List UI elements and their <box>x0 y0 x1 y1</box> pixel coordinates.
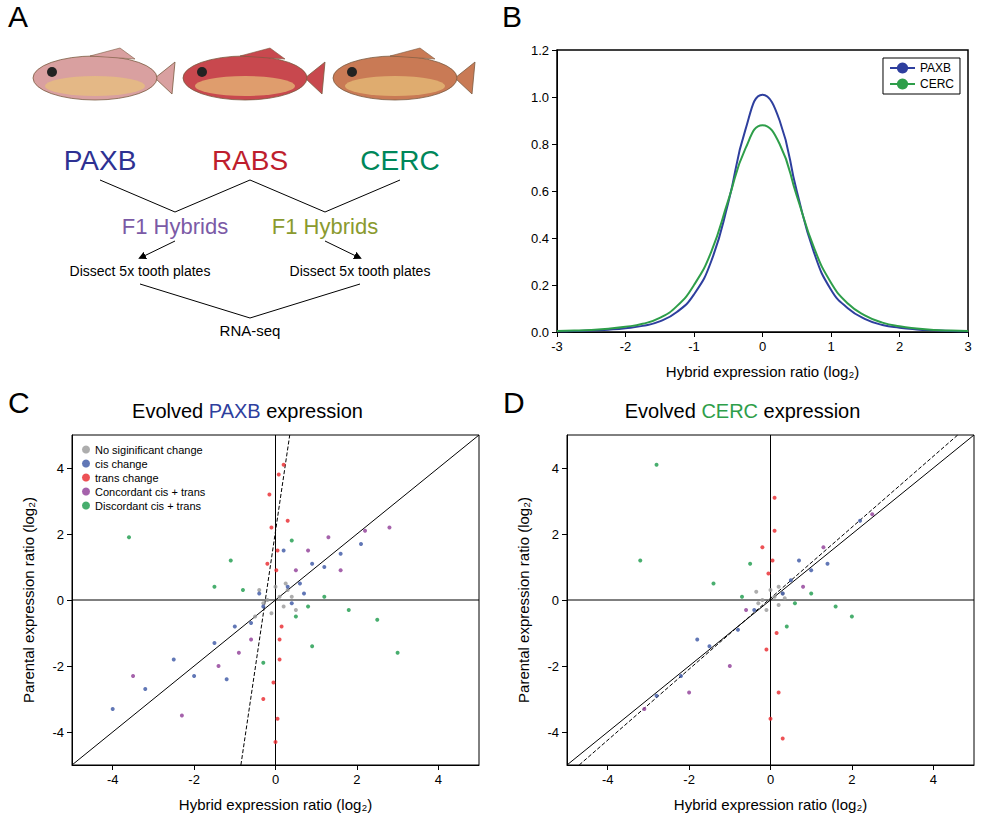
svg-text:Evolved: Evolved <box>625 400 702 422</box>
svg-text:0.6: 0.6 <box>531 184 549 199</box>
svg-text:0.8: 0.8 <box>531 137 549 152</box>
svg-text:PAXB: PAXB <box>920 61 951 75</box>
svg-text:Dissect 5x tooth plates: Dissect 5x tooth plates <box>70 263 211 279</box>
svg-text:3: 3 <box>964 339 971 354</box>
svg-text:RNA-seq: RNA-seq <box>220 322 281 339</box>
svg-text:F1 Hybrids: F1 Hybrids <box>272 214 378 239</box>
svg-text:Hybrid expression ratio (log₂): Hybrid expression ratio (log₂) <box>666 363 859 380</box>
svg-text:0.4: 0.4 <box>531 231 549 246</box>
svg-text:2: 2 <box>552 527 559 542</box>
html-text:A: A <box>8 0 28 33</box>
svg-text:trans change: trans change <box>95 472 159 484</box>
svg-text:-2: -2 <box>683 772 695 787</box>
svg-text:CERC: CERC <box>360 145 439 176</box>
svg-text:Discordant cis + trans: Discordant cis + trans <box>95 500 202 512</box>
svg-text:0: 0 <box>57 593 64 608</box>
svg-text:Hybrid expression ratio (log₂): Hybrid expression ratio (log₂) <box>674 796 867 813</box>
svg-text:-4: -4 <box>52 725 64 740</box>
svg-text:expression: expression <box>261 400 363 422</box>
html-text:C: C <box>8 386 30 419</box>
svg-text:4: 4 <box>435 772 442 787</box>
svg-text:Hybrid expression ratio (log₂): Hybrid expression ratio (log₂) <box>179 796 372 813</box>
svg-text:F1 Hybrids: F1 Hybrids <box>122 214 228 239</box>
svg-text:Parental expression ratio (log: Parental expression ratio (log₂) <box>515 497 532 703</box>
svg-text:2: 2 <box>353 772 360 787</box>
svg-text:1.0: 1.0 <box>531 90 549 105</box>
svg-text:PAXB: PAXB <box>64 145 137 176</box>
html-text:D: D <box>503 386 525 419</box>
svg-text:-4: -4 <box>107 772 119 787</box>
svg-text:-2: -2 <box>188 772 200 787</box>
svg-text:4: 4 <box>57 461 64 476</box>
svg-text:CERC: CERC <box>920 77 954 91</box>
svg-text:expression: expression <box>758 400 860 422</box>
svg-text:-1: -1 <box>688 339 700 354</box>
svg-text:Concordant cis + trans: Concordant cis + trans <box>95 486 206 498</box>
svg-text:0.2: 0.2 <box>531 278 549 293</box>
svg-text:cis change: cis change <box>95 458 148 470</box>
svg-text:4: 4 <box>930 772 937 787</box>
svg-text:RABS: RABS <box>212 145 288 176</box>
svg-text:-2: -2 <box>547 659 559 674</box>
svg-text:2: 2 <box>57 527 64 542</box>
svg-text:2: 2 <box>896 339 903 354</box>
svg-text:Evolved: Evolved <box>132 400 209 422</box>
svg-text:-2: -2 <box>52 659 64 674</box>
svg-text:0.0: 0.0 <box>531 325 549 340</box>
svg-text:CERC: CERC <box>701 400 758 422</box>
svg-text:Dissect 5x tooth plates: Dissect 5x tooth plates <box>290 263 431 279</box>
svg-text:1: 1 <box>827 339 834 354</box>
svg-text:0: 0 <box>272 772 279 787</box>
svg-text:-4: -4 <box>602 772 614 787</box>
svg-text:0: 0 <box>767 772 774 787</box>
html-text:B: B <box>502 0 522 33</box>
svg-text:No siginificant change: No siginificant change <box>95 444 203 456</box>
svg-text:-2: -2 <box>620 339 632 354</box>
svg-text:0: 0 <box>759 339 766 354</box>
svg-text:Parental expression ratio (log: Parental expression ratio (log₂) <box>20 497 37 703</box>
svg-text:-3: -3 <box>551 339 563 354</box>
svg-text:4: 4 <box>552 461 559 476</box>
svg-text:1.2: 1.2 <box>531 43 549 58</box>
svg-text:-4: -4 <box>547 725 559 740</box>
svg-text:2: 2 <box>848 772 855 787</box>
svg-text:PAXB: PAXB <box>209 400 261 422</box>
svg-text:0: 0 <box>552 593 559 608</box>
